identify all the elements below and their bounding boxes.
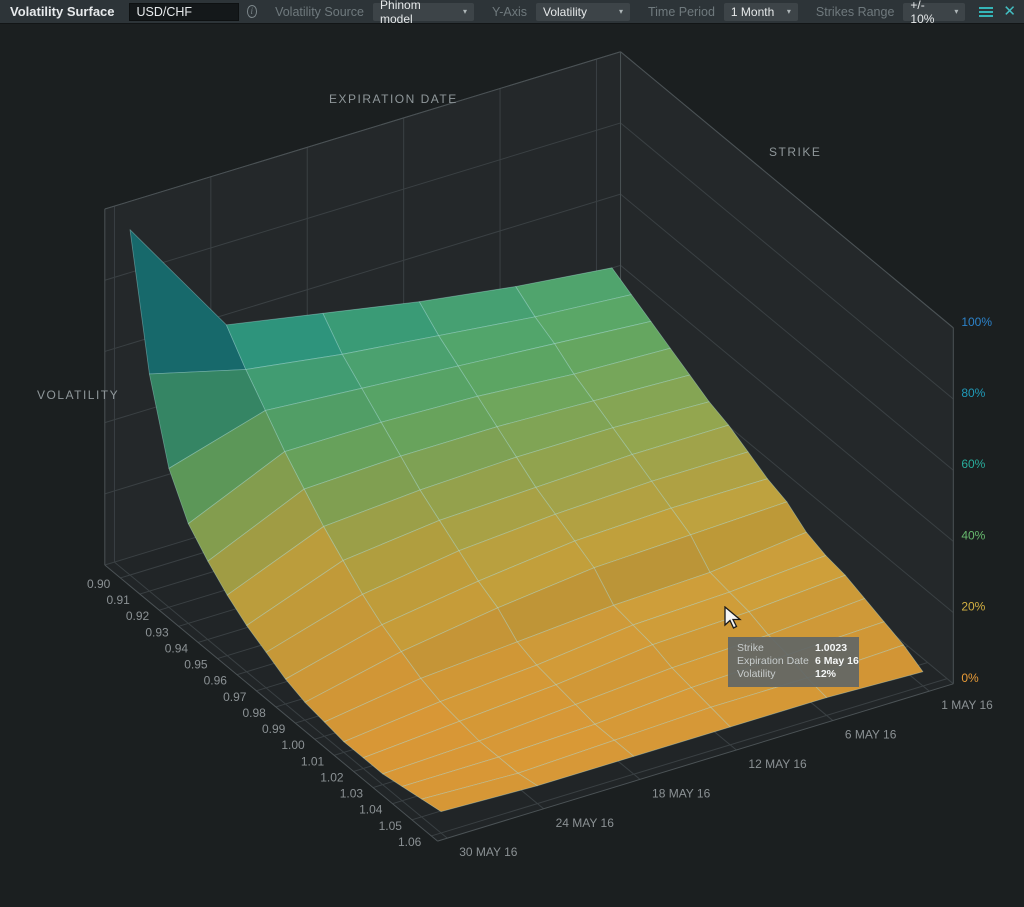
time-period-label: Time Period: [647, 4, 715, 19]
chevron-down-icon: ▾: [954, 7, 959, 16]
svg-text:24 MAY 16: 24 MAY 16: [556, 816, 615, 830]
tooltip-expiration-value: 6 May 16: [815, 655, 859, 667]
svg-text:18 MAY 16: 18 MAY 16: [652, 786, 711, 800]
toolbar: Volatility Surface i Volatility Source P…: [0, 0, 1024, 26]
svg-text:0.93: 0.93: [145, 625, 169, 639]
mouse-cursor: [724, 606, 742, 629]
y-axis-label: Y-Axis: [492, 4, 527, 19]
svg-text:40%: 40%: [961, 528, 985, 542]
svg-text:0.91: 0.91: [106, 593, 130, 607]
svg-text:1.04: 1.04: [359, 803, 383, 817]
svg-text:1.00: 1.00: [281, 738, 305, 752]
tooltip-strike-value: 1.0023: [815, 642, 848, 654]
svg-text:0.95: 0.95: [184, 658, 208, 672]
svg-text:0.97: 0.97: [223, 690, 247, 704]
svg-text:0%: 0%: [961, 671, 979, 685]
y-axis-select[interactable]: Volatility ▾: [535, 2, 630, 21]
svg-text:0.98: 0.98: [243, 706, 267, 720]
chevron-down-icon: ▾: [618, 7, 623, 16]
svg-text:1.06: 1.06: [398, 835, 422, 849]
svg-text:1.02: 1.02: [320, 770, 344, 784]
chevron-down-icon: ▾: [463, 7, 468, 16]
svg-text:80%: 80%: [961, 386, 985, 400]
widget-title: Volatility Surface: [10, 4, 115, 19]
strike-axis-title: STRIKE: [769, 145, 822, 159]
menu-icon[interactable]: [979, 5, 994, 19]
hover-tooltip: Strike 1.0023 Expiration Date 6 May 16 Vol…: [728, 637, 859, 687]
info-icon[interactable]: i: [246, 5, 258, 18]
svg-text:6 MAY 16: 6 MAY 16: [845, 728, 897, 742]
svg-text:1.01: 1.01: [301, 754, 325, 768]
strikes-range-select[interactable]: +/- 10% ▾: [903, 0, 966, 26]
toolbar-controls: Volatility Source Phinom model ▾ Y-Axis …: [257, 0, 1024, 26]
volatility-axis-title: VOLATILITY: [37, 388, 120, 402]
svg-text:60%: 60%: [961, 457, 985, 471]
svg-text:100%: 100%: [961, 315, 992, 329]
svg-text:0.90: 0.90: [87, 577, 111, 591]
svg-text:20%: 20%: [961, 600, 985, 614]
svg-text:0.92: 0.92: [126, 609, 150, 623]
close-icon[interactable]: ✕: [1003, 3, 1016, 20]
tooltip-volatility-value: 12%: [815, 668, 837, 680]
svg-text:1.03: 1.03: [340, 787, 364, 801]
svg-text:1.05: 1.05: [379, 819, 403, 833]
svg-text:0.94: 0.94: [165, 641, 189, 655]
surface-plot-canvas[interactable]: 0.90 0.91 0.92 0.93 0.94 0.95 0.96 0.97 0.98 0.99…: [0, 24, 1024, 902]
volatility-source-select[interactable]: Phinom model ▾: [373, 0, 475, 26]
volatility-source-label: Volatility Source: [275, 4, 365, 19]
currency-pair-input[interactable]: [128, 2, 239, 21]
svg-text:1 MAY 16: 1 MAY 16: [941, 698, 993, 712]
strikes-range-label: Strikes Range: [815, 4, 895, 19]
time-period-select[interactable]: 1 Month ▾: [723, 2, 798, 21]
volatility-surface-chart[interactable]: 0.90 0.91 0.92 0.93 0.94 0.95 0.96 0.97 0.98 0.99…: [0, 24, 1024, 902]
chevron-down-icon: ▾: [786, 7, 791, 16]
svg-text:30 MAY 16: 30 MAY 16: [459, 845, 518, 859]
svg-text:0.96: 0.96: [204, 674, 228, 688]
svg-text:0.99: 0.99: [262, 722, 286, 736]
expiration-axis-title: EXPIRATION DATE: [329, 92, 458, 106]
svg-text:12 MAY 16: 12 MAY 16: [748, 757, 807, 771]
